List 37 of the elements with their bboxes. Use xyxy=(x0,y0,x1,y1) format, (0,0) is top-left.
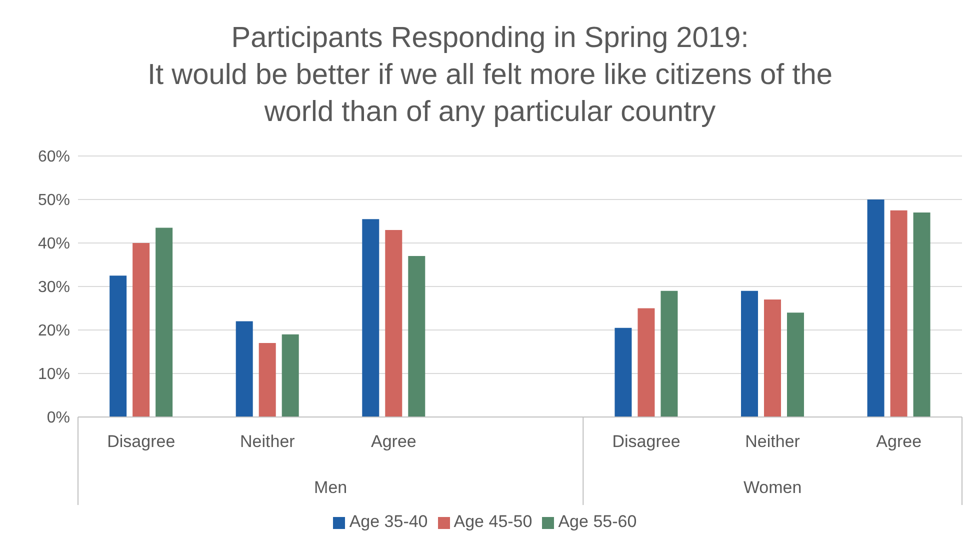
legend-label: Age 45-50 xyxy=(454,512,532,531)
y-tick-label: 30% xyxy=(38,279,70,296)
bar xyxy=(741,290,758,417)
bar xyxy=(362,219,380,417)
legend-label: Age 55-60 xyxy=(558,512,637,531)
bar xyxy=(913,212,930,417)
bar xyxy=(408,256,426,417)
bar xyxy=(282,334,299,417)
bar xyxy=(156,228,173,417)
bar xyxy=(385,230,402,417)
legend-label: Age 35-40 xyxy=(349,512,428,531)
x-tick-label: Agree xyxy=(371,432,416,451)
x-tick-label: Disagree xyxy=(612,432,680,451)
bar xyxy=(638,308,655,417)
x-tick-label: Agree xyxy=(876,432,922,451)
y-tick-label: 0% xyxy=(46,410,70,427)
x-tick-label: Disagree xyxy=(107,432,176,451)
text: Men xyxy=(314,478,348,497)
x-tick-label: Neither xyxy=(240,432,296,451)
bar xyxy=(890,210,908,417)
bar xyxy=(110,276,127,417)
bar xyxy=(660,290,678,417)
bar xyxy=(258,343,276,417)
chart-title: Participants Responding in Spring 2019: It would be better if we all felt more like citizens of the world than of any particular country xyxy=(146,21,834,130)
bar xyxy=(236,321,253,417)
y-tick-label: 50% xyxy=(38,192,70,210)
y-tick-label: 40% xyxy=(38,236,70,253)
bar xyxy=(867,200,884,417)
y-tick-label: 20% xyxy=(38,322,70,340)
y-tick-label: 10% xyxy=(38,366,70,384)
text: Women xyxy=(743,478,802,497)
bar xyxy=(787,312,804,417)
x-tick-label: Neither xyxy=(745,432,800,451)
bar xyxy=(132,243,150,417)
y-tick-label: 60% xyxy=(38,148,70,166)
bar xyxy=(764,300,781,417)
bar xyxy=(614,328,632,417)
